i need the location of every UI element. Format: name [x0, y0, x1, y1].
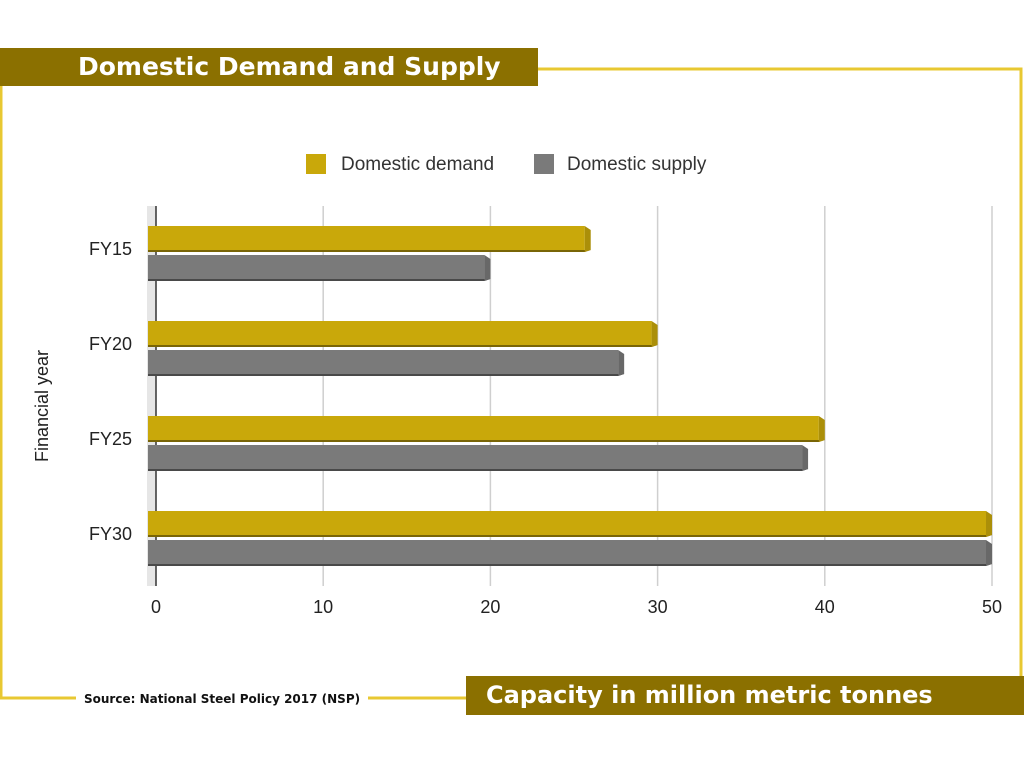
source-note: Source: National Steel Policy 2017 (NSP) — [76, 688, 369, 710]
category-labels: FY15 FY20 FY25 FY30 — [89, 239, 132, 544]
category-label: FY15 — [89, 239, 132, 259]
category-label: FY20 — [89, 334, 132, 354]
x-tick-labels: 0 10 20 30 40 50 — [151, 597, 1002, 617]
legend: Domestic demand Domestic supply — [306, 154, 707, 175]
x-tick-label: 50 — [982, 597, 1002, 617]
bar-supply-fy30 — [148, 540, 992, 566]
bar-supply-fy25 — [148, 445, 809, 471]
x-axis-unit-label: Capacity in million metric tonnes — [466, 676, 1024, 715]
y-axis-label: Financial year — [32, 350, 52, 462]
x-tick-label: 0 — [151, 597, 161, 617]
chart-title: Domestic Demand and Supply — [0, 48, 538, 86]
legend-label-supply: Domestic supply — [567, 154, 707, 175]
legend-swatch-supply — [534, 154, 554, 174]
x-tick-label: 30 — [648, 597, 668, 617]
bar-supply-fy15 — [148, 255, 491, 281]
x-tick-label: 40 — [815, 597, 835, 617]
bar-demand-fy15 — [148, 226, 591, 252]
bars — [148, 226, 992, 566]
bar-demand-fy20 — [148, 321, 658, 347]
x-tick-label: 20 — [480, 597, 500, 617]
y-axis-wall — [147, 206, 156, 586]
category-label: FY25 — [89, 429, 132, 449]
bar-demand-fy25 — [148, 416, 825, 442]
x-tick-label: 10 — [313, 597, 333, 617]
legend-swatch-demand — [306, 154, 326, 174]
bar-demand-fy30 — [148, 511, 992, 537]
category-label: FY30 — [89, 524, 132, 544]
bar-supply-fy20 — [148, 350, 625, 376]
legend-label-demand: Domestic demand — [341, 154, 494, 175]
